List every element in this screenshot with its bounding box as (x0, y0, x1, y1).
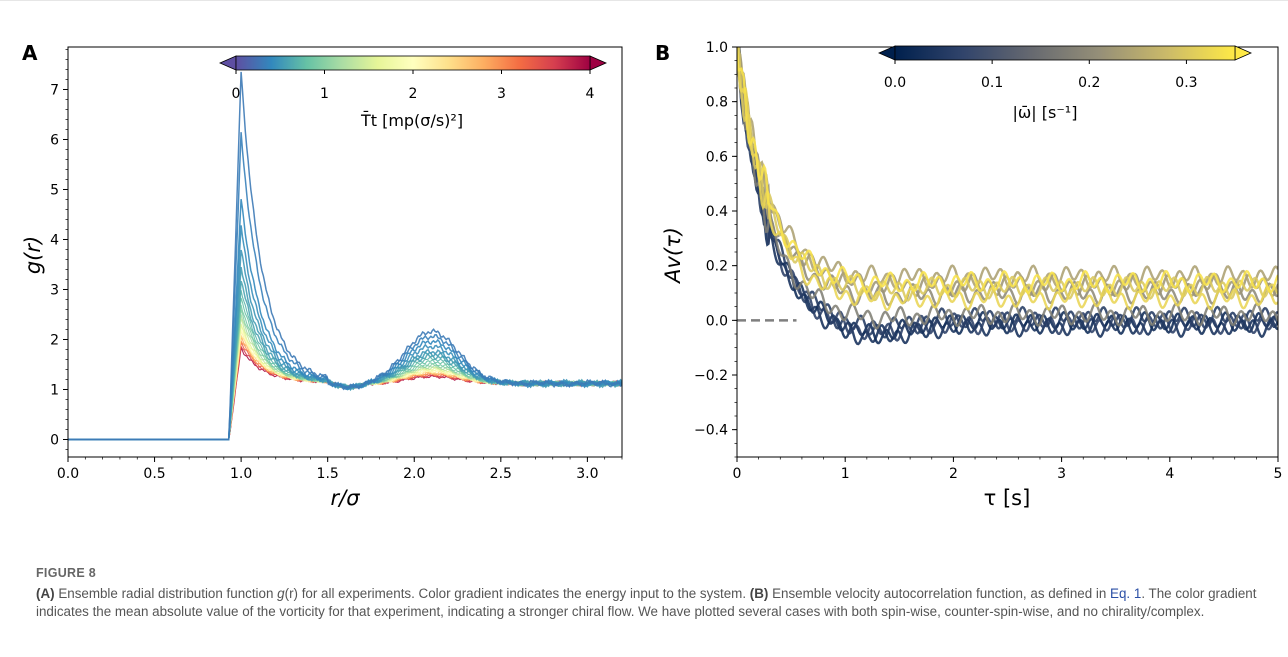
panel-a-colorbar: 0 1 2 3 4 (219, 55, 607, 102)
panel-b-x-tick-label: 5 (1274, 466, 1283, 482)
panel-b-series-line (737, 47, 1278, 295)
panel-a-y-tick-label: 5 (50, 183, 59, 199)
colorbar-tick-label: 0.2 (1078, 75, 1100, 91)
panel-b-y-tick-label: 1.0 (706, 40, 728, 56)
caption-tag-a: (A) (36, 586, 55, 601)
panel-a-y-tick-label: 7 (50, 83, 59, 99)
caption-b-text-1: Ensemble velocity autocorrelation functi… (768, 586, 1111, 601)
panel-a-y-tick-label: 2 (50, 333, 59, 349)
panel-b-x-axis-label: τ [s] (984, 486, 1031, 510)
panel-a-series-line (68, 225, 622, 441)
panel-b-x-tick-label: 1 (841, 466, 850, 482)
colorbar-tick-label: 0.1 (981, 75, 1003, 91)
equation-link[interactable]: Eq. 1 (1110, 586, 1142, 601)
panel-a-series-line (68, 280, 622, 441)
caption-a-symbol: g (277, 586, 285, 601)
colorbar-tick-label: 3 (497, 86, 506, 102)
panel-label-a: A (22, 41, 38, 65)
panel-a-y-tick-label: 1 (50, 383, 59, 399)
colorbar-high-extend-arrow (589, 55, 607, 71)
panel-b-y-tick-label: 0.2 (706, 259, 728, 275)
panel-b-x-tick-label: 0 (733, 466, 742, 482)
panel-a-y-tick-label: 0 (50, 433, 59, 449)
panel-b-y-axis-label: Av(τ) (661, 227, 685, 285)
caption-a-text-1: Ensemble radial distribution function (54, 586, 278, 601)
panel-b-vacf-plot: 0 1 2 3 4 5 −0.4 −0.2 0.0 0.2 0.4 0.6 0.8 1.0 τ [s] A… (661, 40, 1283, 510)
panel-b-y-tick-label: −0.4 (694, 423, 728, 439)
panel-a-series-line (68, 304, 622, 441)
figure-caption-block: FIGURE 8 (A) Ensemble radial distributio… (36, 566, 1266, 621)
figure-8: A B 0.0 0.5 1.0 1.5 2.0 2.5 3.0 0 1 2 3 4 5 6 7 r/σ g(… (21, 40, 1283, 510)
panel-b-y-tick-label: 0.6 (706, 149, 728, 165)
panel-a-x-tick-label: 2.0 (403, 466, 425, 482)
panel-a-series-line (68, 249, 622, 441)
panel-b-y-tick-label: 0.4 (706, 204, 728, 220)
panel-a-series-line (68, 71, 622, 441)
panel-a-series-line (68, 344, 622, 441)
panel-b-y-tick-label: 0.0 (706, 313, 728, 329)
panel-a-series-line (68, 290, 622, 441)
panel-a-axes-frame (67, 46, 623, 458)
caption-a-text-2: (r) for all experiments. Color gradient … (284, 586, 750, 601)
panel-a-rdf-plot: 0.0 0.5 1.0 1.5 2.0 2.5 3.0 0 1 2 3 4 5 6 7 r/σ g(r) 0… (21, 46, 623, 510)
colorbar-tick-label: 2 (409, 86, 418, 102)
figure-number: FIGURE 8 (36, 566, 97, 580)
caption-tag-b: (B) (749, 586, 769, 601)
panel-a-series-line (68, 339, 622, 441)
panel-a-x-tick-label: 0.5 (143, 466, 165, 482)
panel-b-colorbar-label: |ω̄| [s⁻¹] (1013, 103, 1078, 122)
top-border-rule (0, 0, 1288, 1)
panel-label-b: B (655, 41, 670, 65)
panel-a-series-line (68, 345, 622, 441)
colorbar-low-extend-arrow (219, 55, 237, 71)
panel-a-x-tick-label: 3.0 (576, 466, 598, 482)
panel-a-y-tick-label: 3 (50, 283, 59, 299)
caption-b-text-2: . The color gradient indicates the mean … (36, 586, 1257, 619)
panel-b-y-tick-label: −0.2 (694, 368, 728, 384)
panel-a-series-line (68, 318, 622, 441)
panel-a-series-line (68, 198, 622, 441)
colorbar-tick-label: 1 (320, 86, 329, 102)
panel-a-series-line (68, 339, 622, 441)
panel-b-axes-frame (736, 46, 1279, 458)
panel-a-x-tick-label: 1.5 (317, 466, 339, 482)
panel-a-series-line (68, 266, 622, 441)
colorbar-gradient-bar (894, 45, 1236, 61)
panel-a-series-line (68, 132, 622, 441)
panel-b-x-tick-label: 4 (1165, 466, 1174, 482)
panel-a-series-line (68, 297, 622, 441)
colorbar-tick-label: 0.3 (1175, 75, 1197, 91)
colorbar-gradient-bar (235, 55, 591, 71)
colorbar-tick-label: 0.0 (884, 75, 906, 91)
panel-a-x-tick-label: 2.5 (490, 466, 512, 482)
panel-a-x-axis-label: r/σ (330, 486, 360, 510)
colorbar-low-extend-arrow (878, 45, 896, 61)
panel-b-y-tick-label: 0.8 (706, 95, 728, 111)
panel-a-y-tick-label: 4 (50, 233, 59, 249)
colorbar-high-extend-arrow (1234, 45, 1252, 61)
panel-a-y-axis-label: g(r) (21, 236, 45, 274)
panel-a-series-line (68, 314, 622, 441)
panel-b-x-tick-label: 3 (1057, 466, 1066, 482)
panel-a-colorbar-label: T̄t [mp(σ/s)²] (360, 111, 463, 130)
colorbar-tick-label: 0 (232, 86, 241, 102)
panel-b-series-line (737, 47, 1278, 330)
panel-a-x-tick-label: 0.0 (57, 466, 79, 482)
panel-b-colorbar: 0.0 0.1 0.2 0.3 (878, 45, 1252, 91)
figure-caption: (A) Ensemble radial distribution functio… (36, 585, 1266, 621)
colorbar-tick-label: 4 (586, 86, 595, 102)
panel-b-x-tick-label: 2 (949, 466, 958, 482)
panel-a-series-line (68, 309, 622, 441)
panel-a-x-tick-label: 1.0 (230, 466, 252, 482)
panel-a-y-tick-label: 6 (50, 133, 59, 149)
